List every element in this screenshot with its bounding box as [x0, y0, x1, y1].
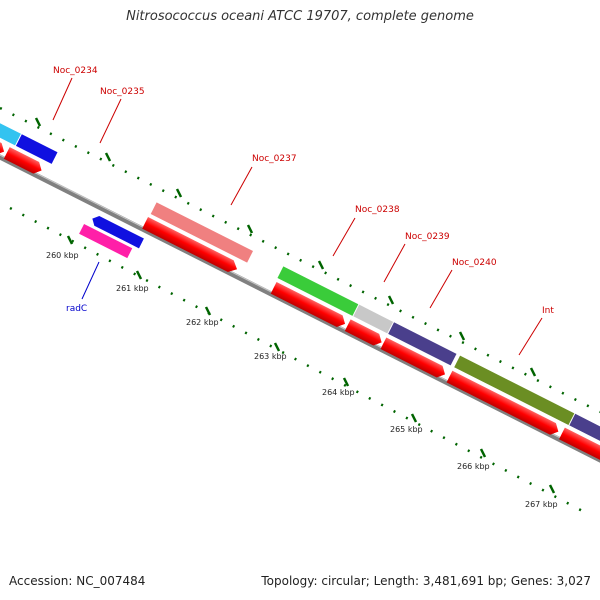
magenta-feature-radc [79, 223, 133, 259]
salmon-feature-noc0237 [150, 202, 253, 263]
blue-arrow-radc-region [92, 215, 144, 249]
scale-label-267: 267 kbp [525, 500, 558, 509]
scale-label-266: 266 kbp [457, 462, 490, 471]
scale-label-263: 263 kbp [254, 352, 287, 361]
scale-label-261: 261 kbp [116, 284, 149, 293]
label-int[interactable]: Int [542, 306, 554, 316]
blue-feature-noc0235 [15, 134, 58, 164]
feature-track-colored [0, 105, 600, 468]
label-noc0239[interactable]: Noc_0239 [405, 232, 450, 242]
genome-summary-text: Topology: circular; Length: 3,481,691 bp… [261, 574, 591, 588]
scale-label-262: 262 kbp [186, 318, 219, 327]
accession-text: Accession: NC_007484 [9, 574, 146, 588]
label-noc0238[interactable]: Noc_0238 [355, 205, 400, 215]
outer-tick-track [0, 106, 600, 414]
green-feature-noc0238 [277, 266, 359, 316]
scale-tick-track [9, 206, 591, 517]
olive-feature-int [454, 355, 575, 425]
sky-feature-noc0234 [0, 105, 21, 146]
leader-lines [52, 77, 543, 356]
cds-arrow-7 [380, 337, 446, 378]
label-noc0235[interactable]: Noc_0235 [100, 87, 145, 97]
label-noc0237[interactable]: Noc_0237 [252, 154, 297, 164]
scale-major-ticks [66, 235, 556, 494]
gray-feature-noc0239 [353, 304, 394, 334]
radc-features [79, 215, 144, 259]
cds-arrow-3 [3, 147, 42, 174]
cds-arrow-8 [446, 370, 559, 435]
scale-label-260: 260 kbp [46, 251, 79, 260]
cds-arrow-4 [142, 217, 238, 272]
cds-arrow-5 [270, 281, 346, 327]
label-radc[interactable]: radC [66, 304, 87, 314]
outer-major-ticks [34, 117, 537, 377]
scale-label-265: 265 kbp [390, 425, 423, 434]
slate-feature-noc0240 [388, 322, 457, 366]
cds-arrow-6 [344, 319, 382, 346]
genome-backbone [0, 154, 600, 463]
cds-arrow-9 [559, 427, 600, 468]
radc-leader-line [81, 261, 100, 300]
map-title: Nitrosococcus oceani ATCC 19707, complet… [126, 9, 474, 24]
slate-feature-right [569, 413, 600, 453]
label-noc0234[interactable]: Noc_0234 [53, 66, 98, 76]
label-noc0240[interactable]: Noc_0240 [452, 258, 497, 268]
scale-label-264: 264 kbp [322, 388, 355, 397]
